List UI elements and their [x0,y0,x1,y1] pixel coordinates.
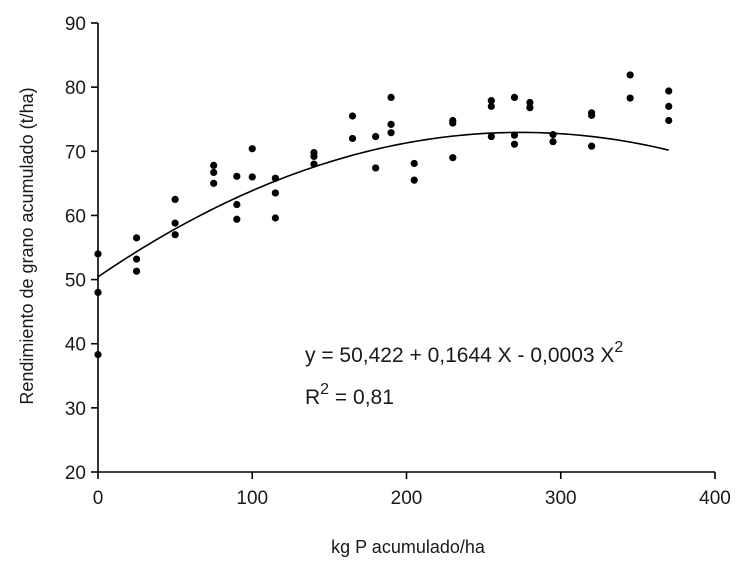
data-point [310,152,318,161]
data-point [233,172,241,180]
data-point [510,131,519,139]
data-point [387,129,395,137]
data-point [132,267,141,275]
data-point [410,159,418,168]
data-point [94,351,102,359]
data-point [549,131,557,139]
y-tick-label: 70 [65,142,86,163]
x-tick-label: 0 [93,488,104,509]
data-point [171,231,179,239]
data-point [132,255,141,263]
data-points [94,71,673,359]
x-tick-label: 300 [545,488,577,509]
data-point [526,104,534,112]
data-point [210,161,218,169]
data-point [233,200,241,209]
y-tick-label: 90 [65,14,86,35]
data-point [449,119,457,127]
data-point [510,93,519,102]
y-tick-label: 30 [65,399,86,420]
data-point [248,173,256,181]
y-tick-label: 20 [65,463,86,484]
data-point [94,288,102,296]
y-tick-label: 60 [65,206,86,227]
data-point [271,189,279,197]
data-point [449,154,457,162]
data-point [372,132,380,141]
data-point [487,132,495,141]
x-axis-ticks: 0 100 200 300 400 [93,472,731,509]
data-point [410,176,418,184]
data-point [372,164,380,172]
y-axis-title: Rendimiento de grano acumulado (t/ha) [17,87,37,404]
r-squared-value: = 0,81 [329,386,394,409]
r-squared-annotation: R2 = 0,81 [305,381,394,409]
data-point [626,71,634,79]
x-tick-label: 100 [236,488,268,509]
data-point [271,214,279,222]
y-tick-label: 50 [65,271,86,292]
equation-annotation: y = 50,422 + 0,1644 X - 0,0003 X2 [305,339,623,367]
data-point [248,145,256,153]
data-point [487,97,495,105]
data-point [387,93,395,102]
y-tick-label: 80 [65,78,86,99]
data-point [665,116,673,125]
y-axis-ticks: 20 30 40 50 60 70 80 90 [65,14,98,484]
data-point [510,140,519,148]
data-point [348,134,357,143]
data-point [132,234,141,242]
data-point [348,112,357,120]
data-point [210,179,218,187]
data-point [626,94,634,102]
x-axis-title: kg P acumulado/ha [331,537,486,557]
data-point [665,87,673,95]
data-point [588,111,596,119]
data-point [171,195,179,203]
data-point [588,142,596,150]
data-point [526,98,534,107]
data-point [171,219,179,227]
x-tick-label: 200 [391,488,423,509]
data-point [210,168,218,177]
data-point [549,138,557,146]
data-point [487,102,495,110]
y-tick-label: 40 [65,335,86,356]
data-point [387,120,395,128]
regression-curve [97,131,669,278]
equation-text: y = 50,422 + 0,1644 X - 0,0003 X [305,344,614,367]
r-squared-base: R [305,386,320,409]
data-point [94,250,102,258]
r-squared-exponent: 2 [320,381,329,398]
axes [97,23,715,473]
data-point [665,102,673,110]
x-tick-label: 400 [699,488,731,509]
equation-exponent: 2 [614,339,623,356]
data-point [233,215,241,223]
data-point [310,160,318,168]
data-point [271,174,279,182]
